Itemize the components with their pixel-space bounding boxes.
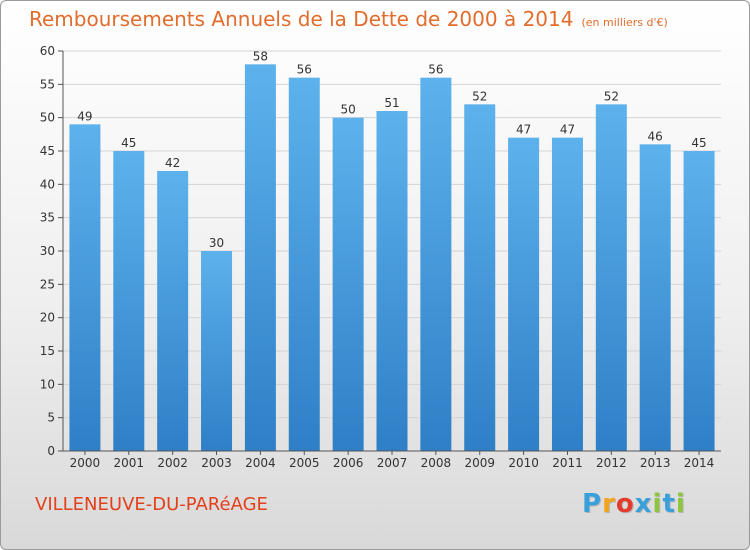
- bar-2011: [551, 137, 583, 451]
- x-tick-label-2004: 2004: [245, 456, 276, 470]
- bar-2010: [508, 137, 540, 451]
- commune-name: VILLENEUVE-DU-PARéAGE: [35, 494, 268, 515]
- logo-letter: P: [582, 489, 603, 519]
- bar-2004: [244, 64, 276, 452]
- x-tick-label-2005: 2005: [289, 456, 320, 470]
- data-label-2005: 56: [297, 63, 312, 77]
- x-tick-label-2000: 2000: [70, 456, 101, 470]
- x-tick-label-2001: 2001: [114, 456, 145, 470]
- logo-letter: i: [675, 489, 686, 519]
- x-axis: 2000 2001 2002 2003 2004 2005 2006 2007 2008 2009…: [63, 450, 721, 470]
- bar-2014: [683, 151, 715, 451]
- bar-2006: [332, 117, 364, 452]
- logo-letter: o: [615, 489, 635, 519]
- x-tick-label-2010: 2010: [508, 456, 539, 470]
- y-tick-label: 45: [40, 144, 55, 158]
- x-tick-label-2014: 2014: [684, 456, 715, 470]
- y-tick-label: 20: [40, 311, 55, 325]
- bar-2009: [464, 104, 496, 451]
- bar-2007: [376, 111, 408, 451]
- data-label-2003: 30: [209, 236, 224, 250]
- y-tick-label: 0: [47, 444, 55, 458]
- logo-letter: x: [634, 489, 653, 519]
- x-tick-label-2011: 2011: [552, 456, 583, 470]
- x-tick-label-2012: 2012: [596, 456, 627, 470]
- x-tick-label-2003: 2003: [201, 456, 232, 470]
- x-tick-label-2007: 2007: [377, 456, 408, 470]
- bar-2012: [595, 104, 627, 451]
- bars: [69, 64, 715, 452]
- bar-2001: [113, 151, 145, 451]
- data-label-2006: 50: [340, 103, 355, 117]
- y-tick-label: 5: [47, 411, 55, 425]
- x-tick-label-2013: 2013: [640, 456, 671, 470]
- y-tick-label: 35: [40, 211, 55, 225]
- y-tick-label: 10: [40, 377, 55, 391]
- data-label-2001: 45: [121, 136, 136, 150]
- y-tick-label: 60: [40, 44, 55, 58]
- chart-subtitle: (en milliers d'€): [581, 16, 668, 29]
- data-labels: 49 45 42 30 58 56 50 51 56 52 47 47 52 46 45: [77, 49, 706, 250]
- data-label-2012: 52: [604, 89, 619, 103]
- bar-2013: [639, 144, 671, 452]
- data-label-2008: 56: [428, 63, 443, 77]
- data-label-2009: 52: [472, 89, 487, 103]
- x-tick-label-2002: 2002: [157, 456, 188, 470]
- y-tick-label: 30: [40, 244, 55, 258]
- data-label-2014: 45: [691, 136, 706, 150]
- data-label-2010: 47: [516, 123, 531, 137]
- bar-2002: [157, 171, 189, 451]
- logo-letter: r: [602, 489, 616, 519]
- bar-2005: [288, 77, 320, 452]
- logo-letter: t: [662, 489, 676, 519]
- chart-title-text: Remboursements Annuels de la Dette de 20…: [29, 7, 574, 31]
- data-label-2013: 46: [648, 129, 663, 143]
- logo-letter: i: [652, 489, 663, 519]
- y-tick-label: 15: [40, 344, 55, 358]
- data-label-2000: 49: [77, 109, 92, 123]
- bar-2000: [69, 124, 101, 451]
- data-label-2002: 42: [165, 156, 180, 170]
- data-label-2004: 58: [253, 49, 268, 63]
- y-tick-label: 25: [40, 277, 55, 291]
- y-tick-label: 40: [40, 177, 55, 191]
- y-tick-label: 50: [40, 111, 55, 125]
- x-tick-label-2006: 2006: [333, 456, 364, 470]
- x-tick-label-2009: 2009: [464, 456, 495, 470]
- data-label-2011: 47: [560, 123, 575, 137]
- x-tick-label-2008: 2008: [421, 456, 452, 470]
- proxiti-logo[interactable]: Proxiti: [582, 489, 686, 519]
- data-label-2007: 51: [384, 96, 399, 110]
- bar-2008: [420, 77, 452, 452]
- chart-title: Remboursements Annuels de la Dette de 20…: [29, 7, 668, 31]
- y-tick-label: 55: [40, 77, 55, 91]
- y-axis: 0 5 10 15 20 25 30 35 40 45 50 55 60: [40, 44, 64, 458]
- bar-2003: [201, 251, 233, 451]
